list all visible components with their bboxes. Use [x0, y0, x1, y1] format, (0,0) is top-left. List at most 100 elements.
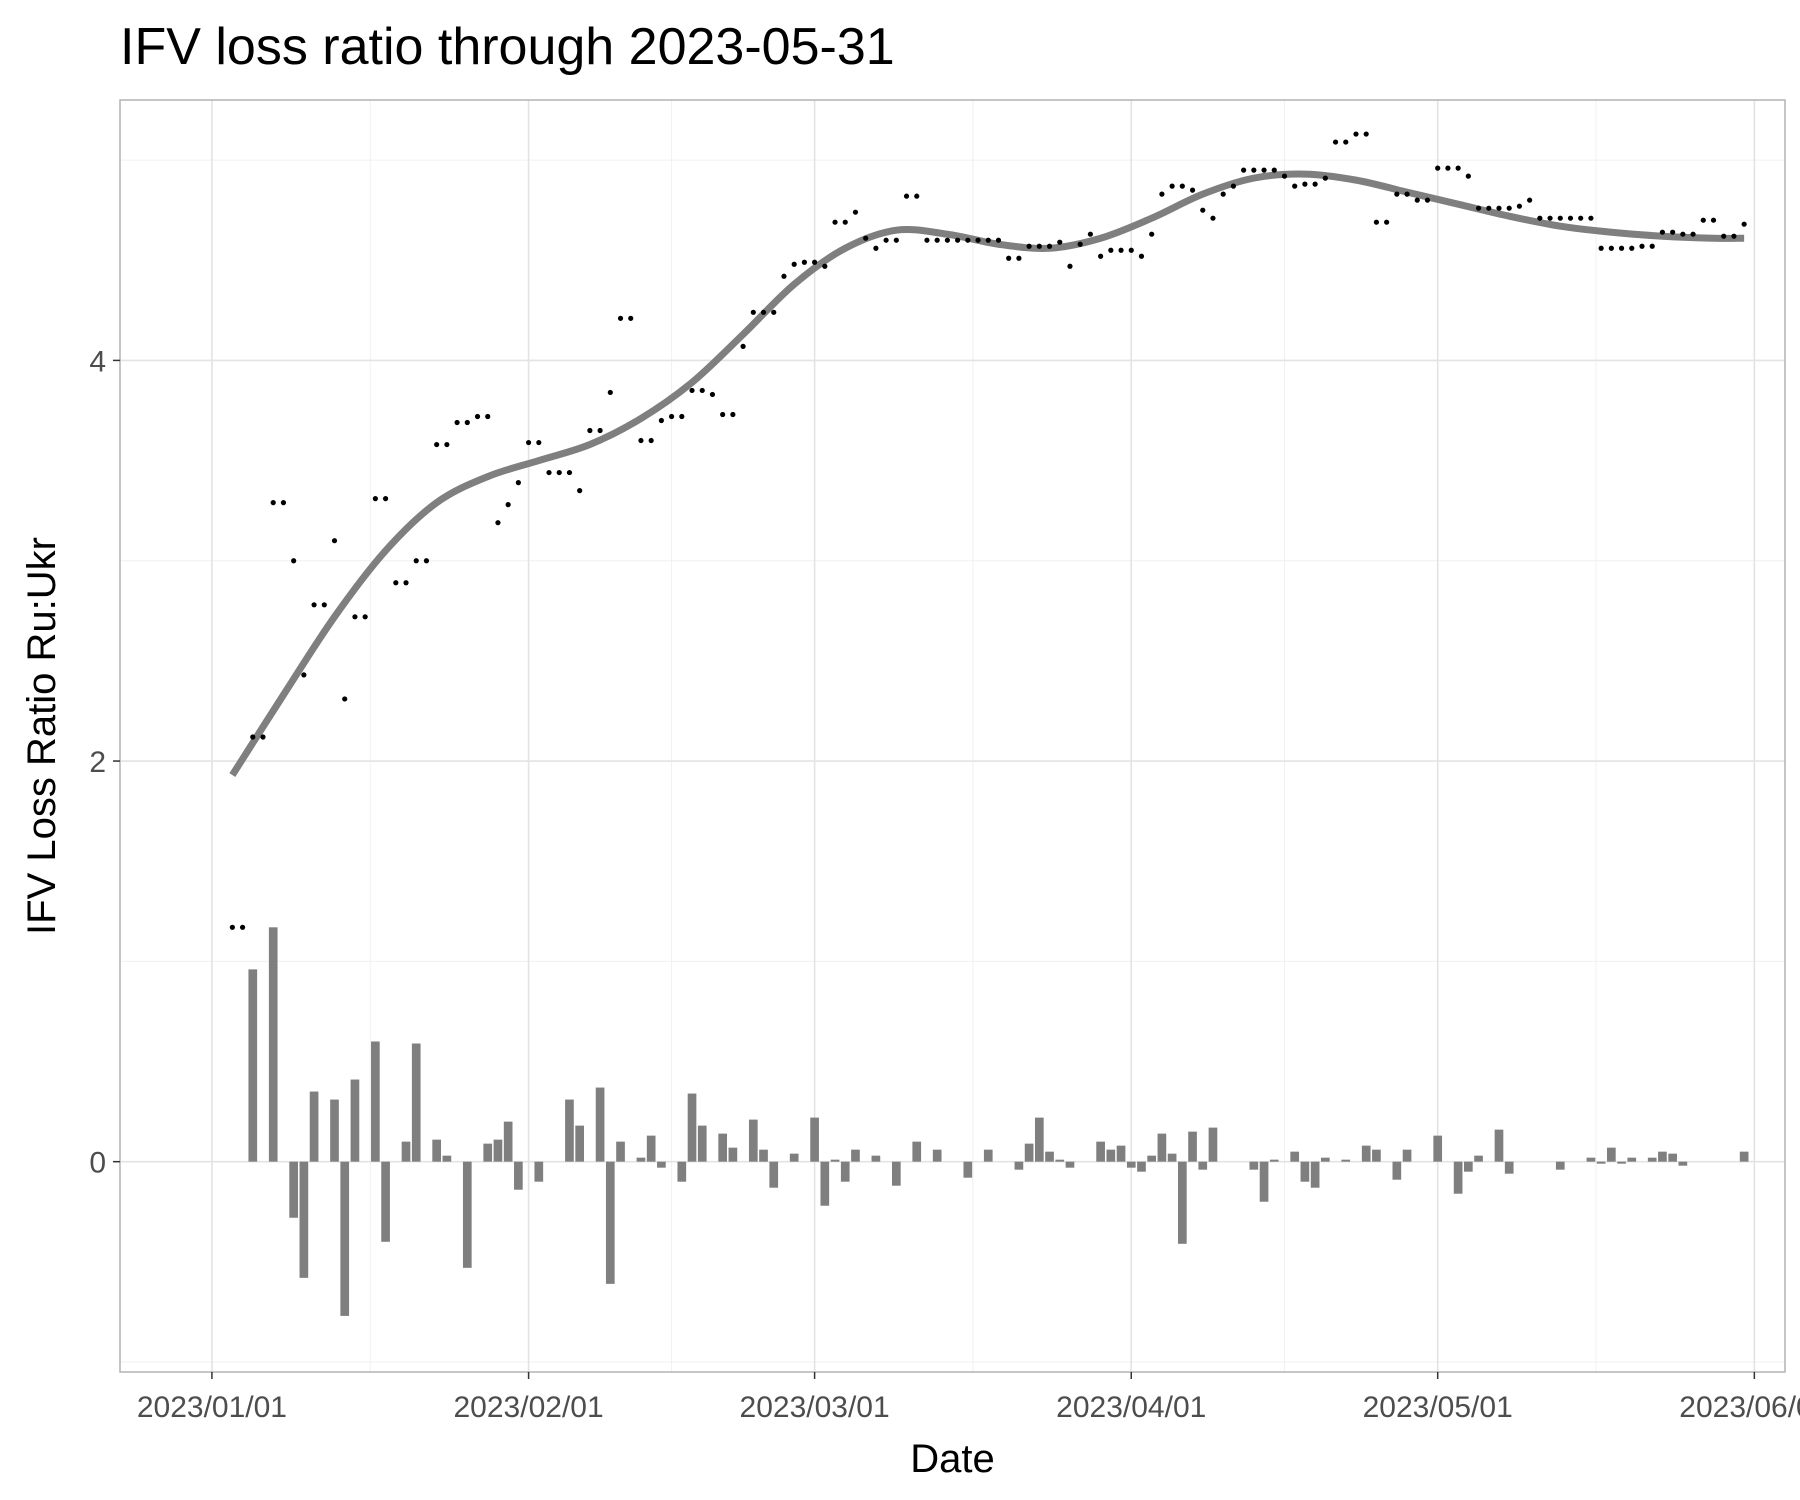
data-point: [1128, 247, 1134, 253]
bar: [871, 1155, 881, 1162]
data-point: [291, 558, 297, 564]
x-axis-ticks: 2023/01/01 2023/02/01 2023/03/01 2023/04/01…: [137, 1372, 1800, 1424]
bar: [983, 1149, 993, 1162]
data-point: [1322, 175, 1328, 181]
bar: [381, 1161, 390, 1242]
data-point: [822, 263, 828, 269]
bar: [1034, 1117, 1044, 1162]
data-point: [1302, 181, 1308, 187]
bar: [534, 1161, 544, 1182]
bar: [350, 1079, 360, 1162]
bar: [1096, 1141, 1105, 1162]
bar: [891, 1161, 901, 1186]
data-point: [1261, 167, 1267, 173]
data-point: [1598, 245, 1604, 251]
bar: [1627, 1157, 1637, 1162]
data-point: [873, 245, 879, 251]
bar: [595, 1087, 605, 1162]
data-point: [1373, 219, 1380, 225]
bar: [1453, 1161, 1463, 1194]
data-point: [403, 580, 409, 586]
bar: [340, 1161, 350, 1316]
bar: [1739, 1151, 1749, 1162]
data-point: [1567, 215, 1574, 221]
bar: [769, 1161, 779, 1188]
bar: [687, 1093, 697, 1162]
smooth-line: [229, 170, 1745, 777]
bar: [1494, 1129, 1504, 1162]
x-tick-label: 2023/05/01: [1363, 1391, 1513, 1424]
data-point: [1098, 253, 1104, 259]
data-point: [1189, 187, 1196, 193]
bar: [1147, 1155, 1157, 1162]
data-point: [1118, 247, 1124, 253]
data-point: [668, 413, 675, 420]
data-point: [250, 734, 256, 740]
data-point: [771, 309, 777, 315]
bar: [330, 1099, 339, 1162]
bar: [1188, 1131, 1197, 1162]
bar: [289, 1161, 298, 1218]
bar: [1198, 1161, 1208, 1170]
data-point: [1026, 243, 1032, 249]
data-point: [1271, 167, 1277, 173]
data-point: [1537, 215, 1543, 221]
data-point: [1690, 231, 1696, 237]
bar: [1341, 1159, 1351, 1162]
data-point: [434, 441, 440, 448]
bar: [248, 969, 258, 1162]
x-tick-label: 2023/02/01: [454, 1391, 604, 1424]
bar: [1310, 1161, 1320, 1188]
x-tick-label: 2023/04/01: [1056, 1391, 1206, 1424]
data-point: [1230, 183, 1237, 189]
data-point: [781, 273, 787, 279]
data-point: [505, 502, 511, 508]
data-point: [597, 427, 603, 434]
data-point: [709, 391, 716, 398]
bar: [748, 1119, 758, 1162]
data-point: [382, 496, 389, 502]
data-point: [1363, 131, 1369, 137]
bar: [483, 1143, 493, 1162]
data-point: [842, 219, 848, 225]
bar: [840, 1161, 850, 1182]
data-point: [985, 237, 991, 243]
data-point: [1241, 167, 1247, 173]
data-point: [1149, 231, 1155, 237]
data-point: [1649, 243, 1655, 249]
bar: [1647, 1157, 1657, 1162]
data-point: [1057, 239, 1063, 245]
data-point: [1527, 197, 1533, 203]
bar: [1555, 1161, 1565, 1170]
data-point: [883, 237, 889, 243]
data-point: [372, 496, 378, 502]
data-point: [1496, 205, 1502, 211]
data-point: [1424, 197, 1431, 203]
bar: [1137, 1161, 1146, 1172]
bar: [697, 1125, 707, 1162]
data-point: [1547, 215, 1553, 221]
data-point: [1670, 229, 1676, 235]
bar: [1116, 1145, 1126, 1162]
data-point: [1179, 183, 1185, 189]
bar: [718, 1133, 728, 1162]
bar: [1269, 1159, 1279, 1162]
data-point: [1741, 221, 1747, 227]
data-point: [311, 602, 317, 608]
bar: [1024, 1143, 1034, 1162]
data-point: [720, 411, 726, 418]
data-point: [1281, 173, 1288, 179]
bar: [1249, 1161, 1259, 1170]
bar: [1320, 1157, 1330, 1162]
data-point: [229, 924, 235, 930]
x-axis-title: Date: [910, 1437, 995, 1481]
data-point: [914, 193, 920, 199]
bar: [759, 1149, 768, 1162]
data-point: [679, 413, 685, 420]
data-point: [1006, 255, 1012, 261]
bar: [1290, 1151, 1300, 1162]
bar: [1464, 1161, 1473, 1172]
bar: [1617, 1161, 1626, 1164]
bar: [1177, 1161, 1187, 1244]
bar: [432, 1139, 441, 1162]
